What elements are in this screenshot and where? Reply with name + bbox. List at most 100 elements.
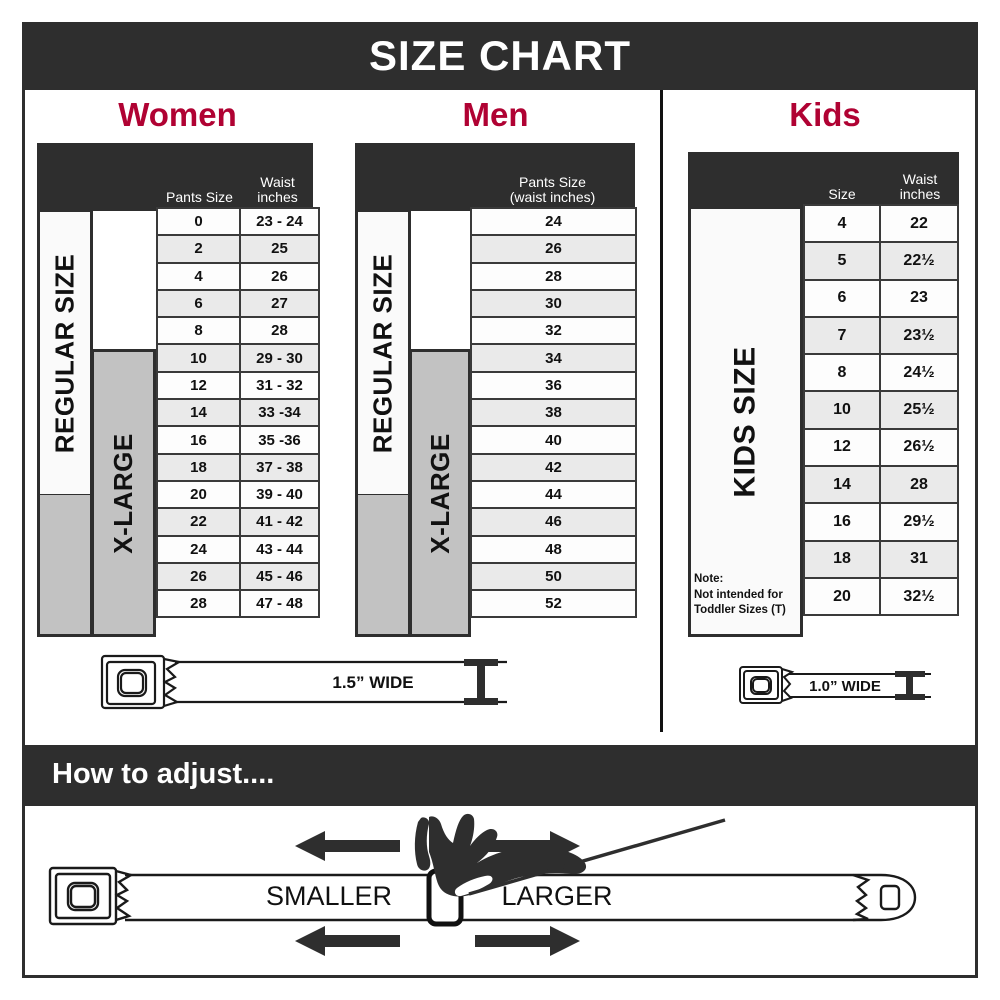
section-title-men: Men [462, 96, 529, 133]
table-cell-size: 5 [803, 241, 881, 281]
table-cell-size: 14 [803, 465, 881, 505]
kids-col1-header: Size [828, 186, 856, 203]
page-title: SIZE CHART [369, 32, 631, 79]
table-cell-size: 2 [156, 234, 241, 264]
table-row: 48 [470, 534, 637, 564]
table-cell-size: 28 [156, 589, 241, 619]
table-row: 38 [470, 398, 637, 428]
table-cell-waist: 31 [879, 539, 959, 579]
larger-arrow-bottom [475, 926, 580, 956]
table-cell-size: 46 [470, 507, 637, 537]
larger-arrow-top [475, 831, 580, 861]
hand-illustration [414, 813, 587, 897]
table-row: 34 [470, 343, 637, 373]
table-row: 24 [470, 207, 637, 237]
table-cell-size: 32 [470, 316, 637, 346]
table-cell-waist: 33 -34 [239, 398, 320, 428]
table-row: 30 [470, 288, 637, 319]
table-cell-waist: 24½ [879, 353, 959, 393]
women-col2-header-line1: Waist [260, 173, 295, 190]
women-col1-header: Pants Size [166, 189, 233, 206]
table-cell-size: 48 [470, 534, 637, 564]
table-row: 6 27 [156, 288, 320, 319]
table-cell-waist: 37 - 38 [239, 452, 320, 482]
men-table-rows: 24 26 28 30 32 34 36 38 40 42 44 46 48 50 52 [470, 207, 637, 619]
table-cell-waist: 39 - 40 [239, 479, 320, 510]
table-row: 12 26½ [803, 427, 959, 468]
table-row: 16 35 -36 [156, 425, 320, 455]
table-cell-waist: 35 -36 [239, 425, 320, 455]
table-cell-size: 44 [470, 479, 637, 510]
men-xlarge-label: X-LARGE [409, 349, 471, 637]
men-xlarge-fill [355, 495, 411, 637]
table-cell-size: 42 [470, 452, 637, 482]
kids-note: Note: Not intended for Toddler Sizes (T) [694, 572, 798, 619]
women-regular-size-label: REGULAR SIZE [37, 209, 93, 497]
women-xlarge-label: X-LARGE [91, 349, 156, 637]
table-cell-size: 12 [156, 370, 241, 401]
women-table-header: Pants Size Waist inches [37, 143, 313, 211]
men-kids-divider [660, 90, 663, 732]
table-row: 8 28 [156, 316, 320, 346]
table-cell-size: 10 [156, 343, 241, 373]
table-cell-waist: 26½ [879, 427, 959, 468]
men-col-header: Pants Size (waist inches) [470, 173, 635, 211]
kids-note-line3: Toddler Sizes (T) [694, 604, 786, 617]
kids-width-measure-marker [895, 671, 925, 700]
table-cell-size: 26 [470, 234, 637, 264]
table-cell-size: 34 [470, 343, 637, 373]
women-col2-header: Waist inches [242, 173, 313, 211]
table-cell-waist: 25½ [879, 390, 959, 430]
smaller-label: SMALLER [266, 881, 392, 911]
table-cell-size: 12 [803, 427, 881, 468]
title-bar: SIZE CHART [22, 22, 978, 90]
smaller-arrow-top [295, 831, 400, 861]
table-row: 32 [470, 316, 637, 346]
table-cell-size: 22 [156, 507, 241, 537]
men-table-header: Pants Size (waist inches) [355, 143, 635, 211]
kids-col2-header-line2: inches [899, 186, 941, 203]
table-cell-size: 6 [803, 278, 881, 318]
kids-note-line2: Not intended for [694, 588, 783, 601]
table-row: 36 [470, 370, 637, 401]
table-row: 22 41 - 42 [156, 507, 320, 537]
women-xlarge-fill [37, 495, 93, 637]
width-measure-marker [464, 659, 498, 705]
table-cell-size: 16 [803, 502, 881, 542]
table-row: 8 24½ [803, 353, 959, 393]
table-cell-size: 24 [470, 207, 637, 237]
table-row: 16 29½ [803, 502, 959, 542]
table-row: 44 [470, 479, 637, 510]
kids-col2-header: Waist inches [881, 170, 959, 208]
table-row: 26 45 - 46 [156, 561, 320, 592]
table-cell-waist: 22 [879, 204, 959, 244]
table-row: 50 [470, 561, 637, 592]
table-cell-waist: 23 [879, 278, 959, 318]
table-row: 14 33 -34 [156, 398, 320, 428]
table-cell-size: 28 [470, 261, 637, 291]
table-row: 7 23½ [803, 315, 959, 356]
men-col-header-line1: Pants Size [519, 173, 586, 190]
table-cell-size: 40 [470, 425, 637, 455]
table-row: 28 47 - 48 [156, 589, 320, 619]
kids-col2-header-line1: Waist [902, 170, 938, 187]
table-cell-size: 16 [156, 425, 241, 455]
table-row: 2 25 [156, 234, 320, 264]
table-cell-size: 18 [156, 452, 241, 482]
table-cell-waist: 25 [239, 234, 320, 264]
table-row: 4 26 [156, 261, 320, 291]
table-cell-size: 18 [803, 539, 881, 579]
table-cell-waist: 47 - 48 [239, 589, 320, 619]
smaller-arrow-bottom [295, 926, 400, 956]
table-row: 42 [470, 452, 637, 482]
adult-belt-width-label: 1.5” WIDE [332, 673, 413, 692]
table-cell-size: 38 [470, 398, 637, 428]
table-row: 52 [470, 589, 637, 619]
table-cell-size: 30 [470, 288, 637, 319]
table-row: 12 31 - 32 [156, 370, 320, 401]
table-cell-size: 36 [470, 370, 637, 401]
table-row: 28 [470, 261, 637, 291]
adult-belt-diagram: 1.5” WIDE [95, 648, 525, 723]
table-row: 6 23 [803, 278, 959, 318]
table-row: 20 39 - 40 [156, 479, 320, 510]
